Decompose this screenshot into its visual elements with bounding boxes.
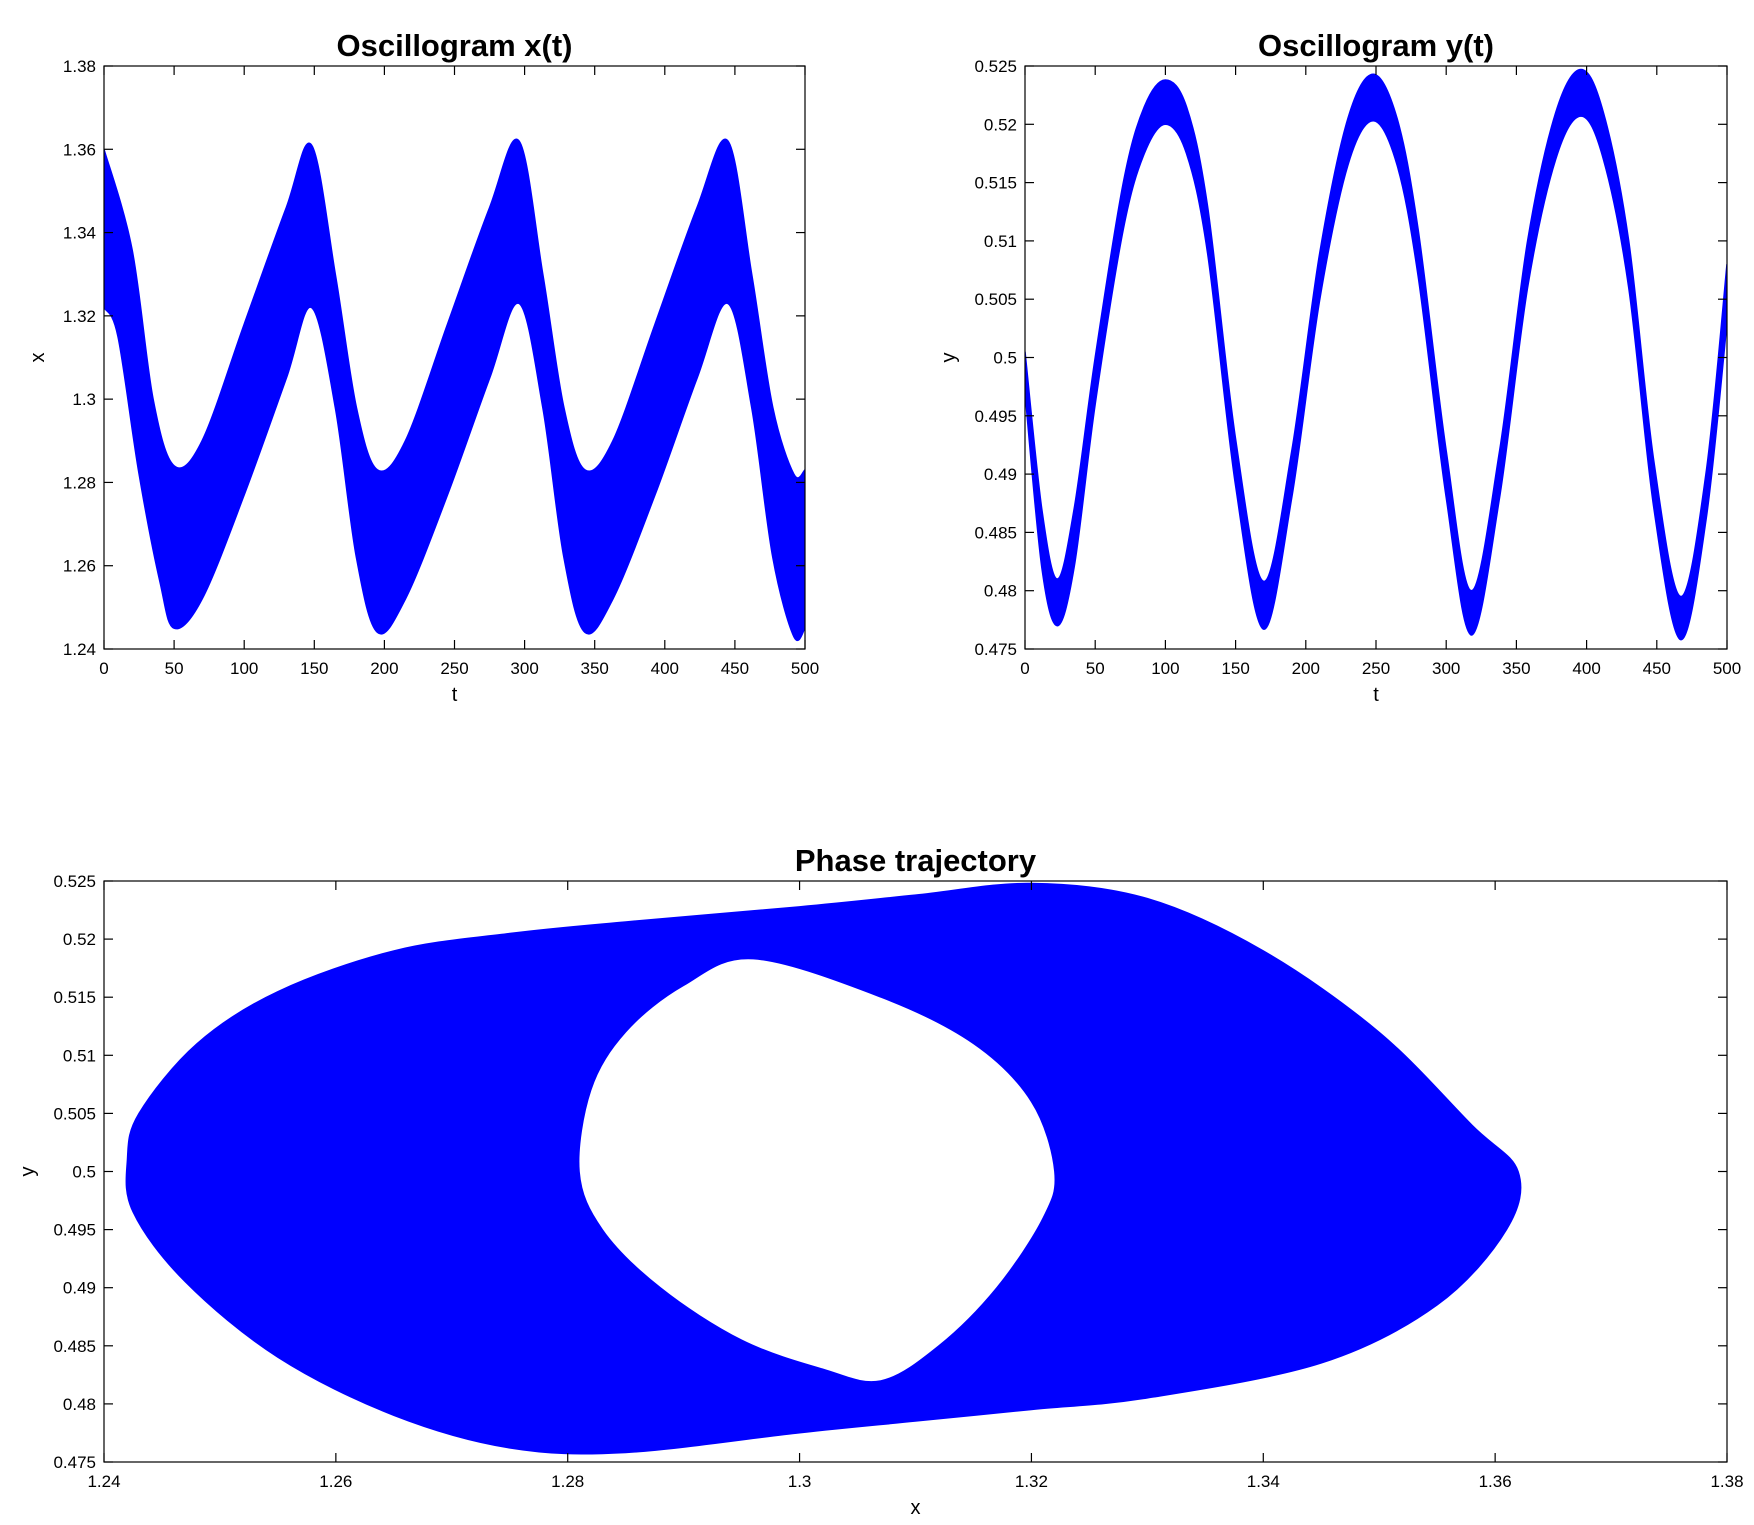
x-tick-label: 500 xyxy=(791,659,819,678)
y-tick-label: 1.36 xyxy=(63,140,96,159)
x-tick-label: 0 xyxy=(1020,659,1029,678)
y-tick-label: 1.38 xyxy=(63,57,96,76)
chart-title: Oscillogram x(t) xyxy=(337,28,573,63)
x-axis-label: t xyxy=(1373,684,1379,706)
y-tick-label: 0.48 xyxy=(63,1395,96,1414)
x-tick-label: 150 xyxy=(300,659,328,678)
x-tick-label: 1.36 xyxy=(1479,1472,1512,1491)
y-tick-label: 1.32 xyxy=(63,307,96,326)
x-tick-label: 450 xyxy=(1643,659,1671,678)
y-tick-label: 0.495 xyxy=(974,407,1017,426)
x-tick-label: 100 xyxy=(230,659,258,678)
x-tick-label: 1.34 xyxy=(1247,1472,1280,1491)
y-tick-label: 0.515 xyxy=(53,988,96,1007)
x-tick-label: 100 xyxy=(1151,659,1179,678)
x-tick-label: 1.26 xyxy=(319,1472,352,1491)
phase-trajectory-region xyxy=(125,882,1522,1455)
y-axis-label: y xyxy=(17,1167,39,1177)
series-band xyxy=(1025,68,1727,641)
y-tick-label: 0.51 xyxy=(63,1046,96,1065)
x-tick-label: 450 xyxy=(721,659,749,678)
chart-title: Oscillogram y(t) xyxy=(1258,28,1494,63)
y-tick-label: 0.495 xyxy=(53,1221,96,1240)
y-tick-label: 0.505 xyxy=(974,290,1017,309)
y-tick-label: 0.52 xyxy=(984,115,1017,134)
y-tick-label: 0.485 xyxy=(53,1337,96,1356)
plot-frame xyxy=(103,65,806,650)
y-tick-label: 0.48 xyxy=(984,582,1017,601)
y-tick-label: 0.5 xyxy=(72,1163,96,1182)
x-tick-label: 1.32 xyxy=(1015,1472,1048,1491)
x-axis-label: t xyxy=(452,684,458,706)
y-axis-label: x xyxy=(27,353,49,363)
x-tick-label: 500 xyxy=(1713,659,1741,678)
chart-title: Phase trajectory xyxy=(795,843,1037,878)
y-tick-label: 1.26 xyxy=(63,557,96,576)
chart-phase: 1.24 1.26 1.28 1.3 1.32 1.34 1.36 1.38 0.475 0.48… xyxy=(17,843,1744,1519)
x-tick-label: 1.28 xyxy=(551,1472,584,1491)
x-tick-label: 1.24 xyxy=(87,1472,120,1491)
x-tick-label: 150 xyxy=(1221,659,1249,678)
x-tick-label: 50 xyxy=(1086,659,1105,678)
chart-osc-y: 0 50 100 150 200 250 300 350 400 450 500 0.475 0.48 0… xyxy=(938,28,1741,706)
y-tick-label: 0.505 xyxy=(53,1104,96,1123)
y-tick-label: 0.51 xyxy=(984,232,1017,251)
plot-frame xyxy=(1024,65,1728,650)
y-axis-label: y xyxy=(938,353,960,363)
x-tick-label: 350 xyxy=(581,659,609,678)
x-tick-label: 50 xyxy=(165,659,184,678)
x-tick-label: 350 xyxy=(1502,659,1530,678)
y-tick-label: 1.34 xyxy=(63,224,96,243)
y-tick-label: 0.525 xyxy=(53,872,96,891)
y-tick-label: 0.475 xyxy=(53,1453,96,1472)
y-tick-label: 0.485 xyxy=(974,523,1017,542)
y-tick-label: 0.525 xyxy=(974,57,1017,76)
x-axis-label: x xyxy=(911,1497,921,1519)
x-tick-label: 250 xyxy=(1362,659,1390,678)
x-tick-label: 300 xyxy=(510,659,538,678)
x-tick-label: 1.38 xyxy=(1710,1472,1743,1491)
y-tick-label: 0.475 xyxy=(974,640,1017,659)
series-band xyxy=(104,138,805,642)
y-tick-label: 1.28 xyxy=(63,473,96,492)
x-tick-label: 250 xyxy=(440,659,468,678)
y-tick-label: 0.515 xyxy=(974,174,1017,193)
y-tick-label: 0.52 xyxy=(63,930,96,949)
x-tick-label: 400 xyxy=(651,659,679,678)
y-tick-label: 1.24 xyxy=(63,640,96,659)
y-tick-label: 0.49 xyxy=(984,465,1017,484)
x-tick-label: 400 xyxy=(1572,659,1600,678)
y-tick-label: 0.5 xyxy=(993,349,1017,368)
x-tick-label: 200 xyxy=(370,659,398,678)
chart-osc-x: 0 50 100 150 200 250 300 350 400 450 500 1.24 1.26 1.… xyxy=(27,28,819,706)
y-tick-label: 1.3 xyxy=(72,390,96,409)
y-tick-label: 0.49 xyxy=(63,1279,96,1298)
plot-frame xyxy=(103,880,1728,1463)
x-tick-label: 200 xyxy=(1292,659,1320,678)
x-tick-label: 0 xyxy=(99,659,108,678)
x-tick-label: 300 xyxy=(1432,659,1460,678)
x-tick-label: 1.3 xyxy=(788,1472,812,1491)
